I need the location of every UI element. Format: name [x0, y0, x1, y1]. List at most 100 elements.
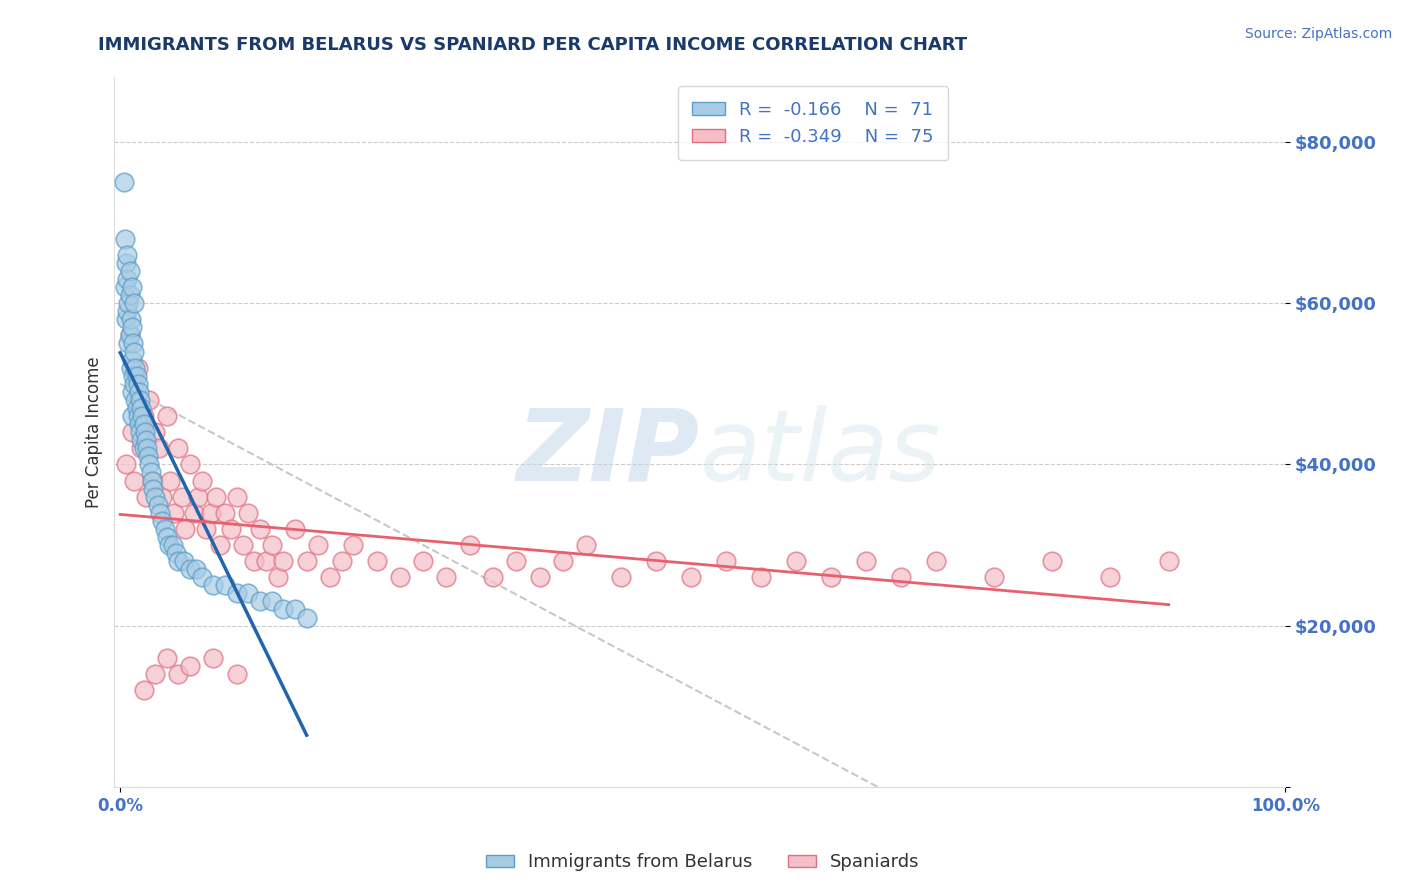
Point	[143, 425, 166, 439]
Point	[115, 272, 138, 286]
Point	[120, 312, 142, 326]
Point	[436, 570, 458, 584]
Point	[200, 506, 222, 520]
Point	[128, 417, 150, 431]
Point	[214, 506, 236, 520]
Point	[122, 368, 145, 383]
Point	[249, 594, 271, 608]
Point	[505, 554, 527, 568]
Point	[122, 336, 145, 351]
Point	[458, 538, 481, 552]
Point	[115, 304, 138, 318]
Point	[141, 474, 163, 488]
Point	[295, 554, 318, 568]
Point	[132, 409, 155, 423]
Point	[121, 425, 143, 439]
Point	[167, 554, 190, 568]
Point	[114, 280, 136, 294]
Point	[214, 578, 236, 592]
Point	[117, 336, 139, 351]
Point	[127, 409, 149, 423]
Point	[225, 490, 247, 504]
Point	[122, 474, 145, 488]
Point	[122, 344, 145, 359]
Point	[260, 538, 283, 552]
Point	[1099, 570, 1122, 584]
Point	[156, 530, 179, 544]
Point	[179, 659, 201, 673]
Point	[129, 425, 152, 439]
Point	[118, 328, 141, 343]
Point	[1157, 554, 1180, 568]
Point	[855, 554, 877, 568]
Text: atlas: atlas	[700, 405, 942, 502]
Point	[127, 376, 149, 391]
Text: ZIP: ZIP	[517, 405, 700, 502]
Point	[412, 554, 434, 568]
Point	[120, 360, 142, 375]
Point	[366, 554, 388, 568]
Point	[167, 442, 190, 456]
Point	[202, 578, 225, 592]
Point	[156, 651, 179, 665]
Point	[191, 570, 214, 584]
Point	[273, 602, 295, 616]
Point	[118, 264, 141, 278]
Point	[125, 368, 148, 383]
Point	[173, 554, 195, 568]
Point	[202, 651, 225, 665]
Point	[209, 538, 232, 552]
Point	[129, 433, 152, 447]
Point	[714, 554, 737, 568]
Point	[645, 554, 668, 568]
Point	[266, 570, 288, 584]
Point	[551, 554, 574, 568]
Point	[890, 570, 912, 584]
Point	[131, 409, 153, 423]
Legend: R =  -0.166    N =  71, R =  -0.349    N =  75: R = -0.166 N = 71, R = -0.349 N = 75	[678, 87, 949, 161]
Point	[129, 401, 152, 415]
Point	[122, 296, 145, 310]
Point	[284, 602, 307, 616]
Point	[179, 458, 201, 472]
Point	[132, 442, 155, 456]
Point	[983, 570, 1005, 584]
Point	[142, 482, 165, 496]
Point	[159, 474, 181, 488]
Point	[482, 570, 505, 584]
Point	[138, 392, 160, 407]
Point	[273, 554, 295, 568]
Point	[174, 522, 197, 536]
Point	[575, 538, 598, 552]
Point	[195, 522, 218, 536]
Point	[342, 538, 364, 552]
Point	[249, 522, 271, 536]
Point	[191, 474, 214, 488]
Point	[118, 288, 141, 302]
Point	[127, 360, 149, 375]
Point	[121, 280, 143, 294]
Point	[179, 562, 201, 576]
Point	[529, 570, 551, 584]
Point	[143, 667, 166, 681]
Point	[162, 538, 184, 552]
Point	[153, 522, 176, 536]
Point	[115, 312, 138, 326]
Point	[149, 506, 172, 520]
Point	[115, 256, 138, 270]
Point	[254, 554, 277, 568]
Point	[142, 474, 165, 488]
Point	[135, 490, 157, 504]
Point	[129, 392, 152, 407]
Point	[238, 506, 260, 520]
Point	[232, 538, 254, 552]
Point	[165, 546, 187, 560]
Text: IMMIGRANTS FROM BELARUS VS SPANIARD PER CAPITA INCOME CORRELATION CHART: IMMIGRANTS FROM BELARUS VS SPANIARD PER …	[98, 36, 967, 54]
Point	[820, 570, 842, 584]
Point	[170, 490, 193, 504]
Point	[129, 442, 152, 456]
Point	[115, 458, 138, 472]
Point	[150, 514, 173, 528]
Point	[219, 522, 242, 536]
Point	[121, 409, 143, 423]
